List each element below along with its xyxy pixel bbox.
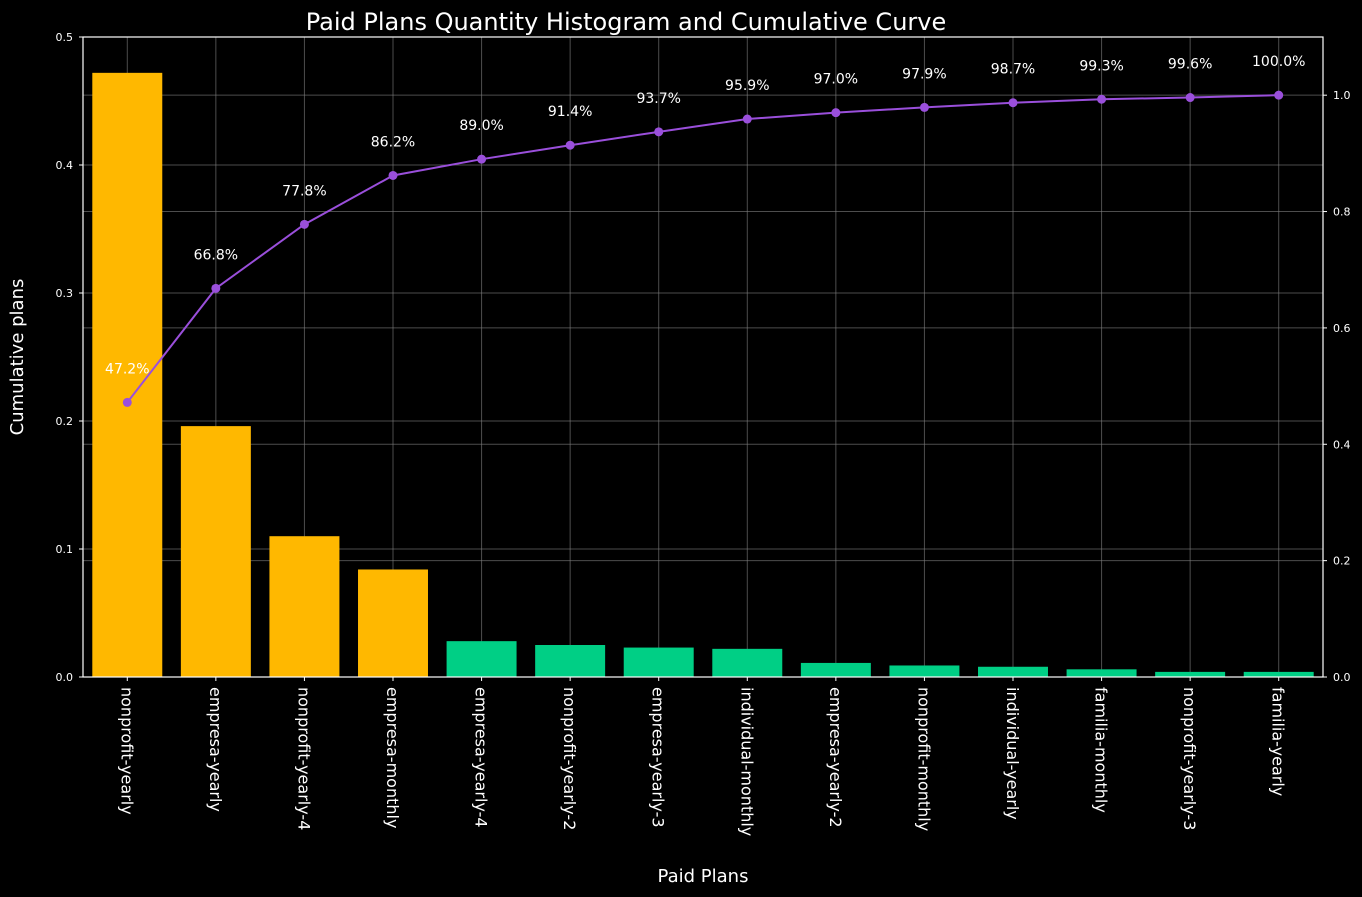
y2-tick-label: 0.2 [1333,555,1351,568]
cumulative-percent-label: 86.2% [371,134,415,150]
x-tick-label: nonprofit-yearly [117,687,136,815]
grid-lines [83,37,1323,677]
cumulative-line-series: 47.2% 66.8% 77.8% 86.2% 89.0% 91.4% 93.7% 95.9%… [105,54,1305,407]
x-tick-label: nonprofit-yearly-3 [1180,687,1199,830]
x-axis-title: Paid Plans [658,866,749,887]
y-tick-label: 0.4 [56,159,74,172]
cumulative-percent-label: 98.7% [991,62,1035,78]
cumulative-percent-label: 95.9% [725,78,769,94]
bar [535,645,606,677]
bar [623,647,694,677]
cumulative-point [1097,94,1107,104]
y2-tick-label: 0.8 [1333,206,1351,219]
bar-series [92,72,1314,678]
y-tick-label: 0.2 [56,415,74,428]
cumulative-percent-label: 99.6% [1168,57,1212,73]
cumulative-point [477,154,487,164]
cumulative-percent-label: 100.0% [1252,54,1305,70]
cumulative-point [122,397,132,407]
y2-tick-label: 0.4 [1333,438,1351,451]
cumulative-point [299,219,309,229]
x-tick-label: empresa-yearly [206,687,225,812]
x-tick-label: familia-monthly [1092,687,1111,813]
bar [1066,669,1137,677]
bar [712,648,783,677]
tick-labels: 0.0 0.1 0.2 0.3 0.4 0.5 0.0 0.2 0.4 0.6 0.8 1.0 nonp… [56,31,1351,836]
x-tick-label: nonprofit-yearly-2 [560,687,579,830]
x-tick-label: empresa-monthly [383,687,402,828]
bar [1155,671,1226,677]
x-tick-label: empresa-yearly-2 [826,687,845,828]
cumulative-point [742,114,752,124]
bar [180,426,251,677]
cumulative-percent-label: 77.8% [282,183,326,199]
cumulative-percent-label: 47.2% [105,361,149,377]
y-tick-label: 0.5 [56,31,74,44]
cumulative-point [831,108,841,118]
x-tick-label: individual-yearly [1003,687,1022,820]
x-tick-label: nonprofit-monthly [914,687,933,831]
y-tick-label: 0.1 [56,543,74,556]
bar [889,665,960,677]
cumulative-percent-label: 93.7% [636,91,680,107]
bar [800,662,871,677]
cumulative-point [1185,93,1195,103]
bar [92,72,163,678]
cumulative-point [388,170,398,180]
cumulative-point [919,102,929,112]
cumulative-point [1008,98,1018,108]
bar [1243,671,1314,677]
y2-tick-label: 1.0 [1333,89,1351,102]
cumulative-percent-label: 99.3% [1079,58,1123,74]
cumulative-point [565,140,575,150]
cumulative-point [654,127,664,137]
x-tick-label: empresa-yearly-3 [649,687,668,828]
cumulative-percent-label: 97.0% [814,72,858,88]
y2-tick-label: 0.0 [1333,671,1351,684]
bar [446,641,517,677]
x-tick-label: empresa-yearly-4 [472,687,491,828]
cumulative-point [1274,90,1284,100]
cumulative-percent-label: 89.0% [459,118,503,134]
bar [978,666,1048,677]
y-axis-title: Cumulative plans [7,279,28,436]
chart-title: Paid Plans Quantity Histogram and Cumula… [306,8,947,36]
plot-frame [82,36,1324,678]
bar [358,569,428,677]
y-tick-label: 0.0 [56,671,74,684]
cumulative-line [126,94,1279,403]
x-tick-label: nonprofit-yearly-4 [294,687,313,830]
cumulative-percent-label: 97.9% [902,66,946,82]
cumulative-point [211,283,221,293]
y-tick-label: 0.3 [56,287,74,300]
x-tick-label: individual-monthly [737,687,756,836]
bar [269,536,340,677]
cumulative-percent-label: 91.4% [548,104,592,120]
axes [79,36,1327,681]
x-tick-label: familia-yearly [1269,687,1288,796]
cumulative-percent-label: 66.8% [194,247,238,263]
y2-tick-label: 0.6 [1333,322,1351,335]
